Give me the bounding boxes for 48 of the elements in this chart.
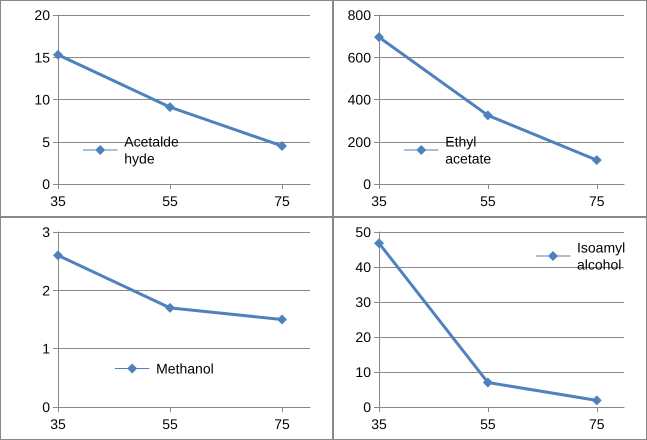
x-tick-label: 75 [588, 193, 605, 209]
x-tick-label: 55 [480, 416, 496, 432]
y-tick-label: 10 [355, 364, 372, 380]
point [482, 110, 493, 120]
x-tick-label: 35 [50, 193, 66, 209]
y-tick-label: 600 [348, 49, 372, 66]
y-tick-label: 0 [42, 176, 50, 192]
x-tick-label: 55 [480, 193, 496, 209]
y-tick-label: 200 [348, 134, 372, 150]
point [592, 155, 602, 166]
x-tick-label: 55 [162, 416, 178, 432]
x-tick-label: 35 [371, 193, 387, 209]
y-tick-label: 800 [348, 7, 372, 23]
point [277, 314, 287, 324]
x-tick-label: 55 [162, 193, 178, 209]
point [374, 32, 384, 42]
y-tick-label: 10 [34, 92, 50, 108]
point [165, 102, 175, 112]
y-tick-label: 2 [42, 282, 50, 298]
y-tick-label: 3 [42, 224, 50, 240]
y-tick-label: 0 [363, 399, 372, 415]
y-tick-label: 0 [42, 399, 50, 415]
y-tick-label: 40 [355, 259, 372, 275]
y-tick-label: 30 [355, 294, 372, 310]
y-tick-label: 1 [42, 340, 50, 357]
x-tick-label: 75 [274, 416, 290, 432]
y-tick-label: 5 [42, 134, 50, 150]
y-tick-label: 15 [34, 49, 50, 66]
legend-label: Methanol [156, 360, 214, 376]
legend-label: Ethyl acetate [445, 134, 492, 166]
legend-label: Acetaldehyde [124, 134, 179, 166]
y-tick-label: 0 [363, 176, 372, 192]
y-tick-label: 20 [355, 329, 372, 345]
y-tick-label: 20 [34, 7, 50, 23]
legend-label: Isoamyl alcohol [577, 240, 630, 272]
point [53, 50, 63, 60]
point [374, 238, 384, 248]
point [165, 302, 175, 313]
point [482, 378, 493, 388]
y-tick-label: 400 [348, 92, 372, 108]
point [277, 140, 287, 151]
x-tick-label: 75 [274, 193, 290, 209]
point [53, 250, 63, 260]
x-tick-label: 75 [588, 416, 605, 432]
point [592, 395, 602, 406]
y-tick-label: 50 [355, 224, 372, 240]
x-tick-label: 35 [50, 416, 66, 432]
x-tick-label: 35 [371, 416, 387, 432]
